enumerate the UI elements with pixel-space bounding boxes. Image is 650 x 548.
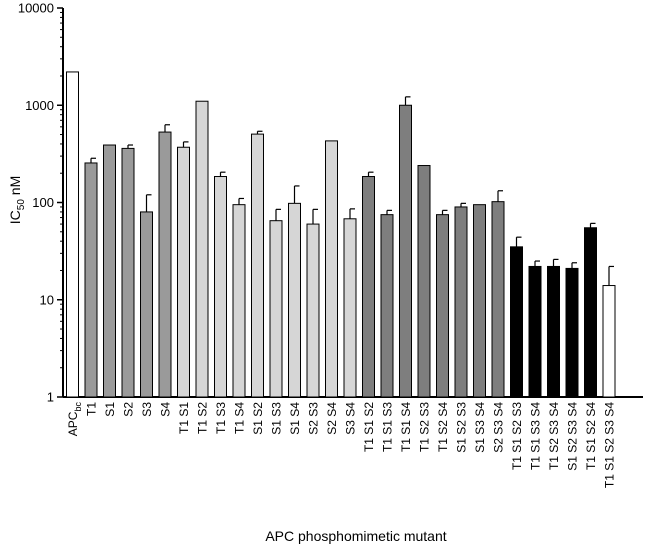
bar — [417, 165, 431, 398]
bar — [214, 176, 227, 398]
bar — [84, 162, 98, 398]
bar — [121, 147, 135, 398]
x-tick-label: S2 S3 S4 — [492, 402, 506, 453]
y-tick-label: 10000 — [18, 1, 54, 16]
bar — [66, 71, 79, 398]
x-labels-group: APCbc T1 S1 S2 S3 S4 T1 S1 T1 S2 T1 S3 T1 S4 S1 S2… — [66, 402, 617, 489]
bar — [584, 227, 597, 398]
x-tick-label: T1 — [85, 402, 99, 416]
bar — [103, 144, 116, 398]
x-tick-label: T1 S2 S3 S4 — [547, 402, 561, 470]
x-tick-label: T1 S2 S3 — [418, 402, 432, 452]
x-tick-label: S4 — [159, 402, 173, 417]
bar — [177, 146, 190, 398]
bar — [380, 214, 394, 398]
x-tick-label: S1 S3 — [270, 402, 284, 435]
x-tick-label: S1 S2 S3 S4 — [566, 402, 580, 471]
x-tick-label: T1 S1 S3 S4 — [529, 402, 543, 470]
x-tick-label: T1 S1 S2 — [362, 402, 376, 452]
bar — [473, 204, 486, 398]
x-tick-label: S1 S4 — [288, 402, 302, 435]
bar — [140, 211, 153, 398]
x-tick-label: S3 — [140, 402, 154, 417]
y-tick-label: 10 — [40, 292, 54, 307]
bar — [288, 202, 301, 398]
y-axis-title: IC50 nM — [7, 176, 27, 224]
bar — [399, 104, 412, 398]
x-tick-label: T1 S3 — [214, 402, 228, 434]
x-tick-label: T1 S1 S4 — [399, 402, 413, 452]
bar — [565, 267, 579, 398]
x-tick-label: S2 S4 — [325, 402, 339, 435]
bar — [454, 206, 468, 398]
bar — [343, 218, 357, 398]
x-tick-label: T1 S2 — [196, 402, 210, 434]
bar — [195, 100, 209, 398]
x-tick-label: T1 S1 — [177, 402, 191, 434]
bar — [158, 131, 172, 398]
x-tick-label: S2 S3 — [307, 402, 321, 435]
x-tick-label: S2 — [122, 402, 136, 417]
x-tick-label: T1 S1 S3 — [381, 402, 395, 452]
bar — [325, 140, 338, 398]
x-tick-label: T1 S1 S2 S3 S4 — [603, 402, 617, 488]
plot-area: 1 10 100 1000 10000 APCbc T1 S1 S2 S3 S4 T1 S1 T1 S… — [18, 1, 643, 489]
y-ticks-group: 1 10 100 1000 10000 — [18, 1, 63, 405]
y-tick-label: 1 — [47, 390, 54, 405]
bar — [232, 204, 246, 398]
x-tick-label: S3 S4 — [344, 402, 358, 435]
y-tick-label: 100 — [32, 195, 54, 210]
bar — [306, 223, 320, 398]
bar — [362, 176, 375, 398]
x-tick-label: T1 S2 S4 — [436, 402, 450, 452]
bar — [251, 133, 264, 398]
bar — [528, 265, 542, 398]
x-tick-label: T1 S4 — [233, 402, 247, 434]
x-tick-label: APCbc — [66, 402, 83, 437]
bar — [510, 246, 523, 398]
bar — [269, 220, 283, 398]
x-tick-label: T1 S1 S2 S4 — [584, 402, 598, 470]
x-tick-label: S1 S3 S4 — [473, 402, 487, 453]
bar — [491, 201, 505, 398]
bar — [602, 285, 616, 398]
bar — [436, 214, 449, 398]
y-axis-title-sub: 50 — [16, 199, 27, 211]
bar — [547, 265, 560, 398]
y-tick-label: 1000 — [25, 98, 54, 113]
x-axis-title: APC phosphomimetic mutant — [265, 528, 446, 544]
x-tick-label: S1 S2 — [251, 402, 265, 435]
y-axis-title-main: IC — [7, 210, 23, 224]
x-tick-label: S1 — [103, 402, 117, 417]
y-axis-title-suffix: nM — [7, 176, 23, 199]
bars-group — [66, 71, 616, 398]
x-tick-label: T1 S1 S2 S3 — [510, 402, 524, 470]
x-tick-label: S1 S2 S3 — [455, 402, 469, 453]
